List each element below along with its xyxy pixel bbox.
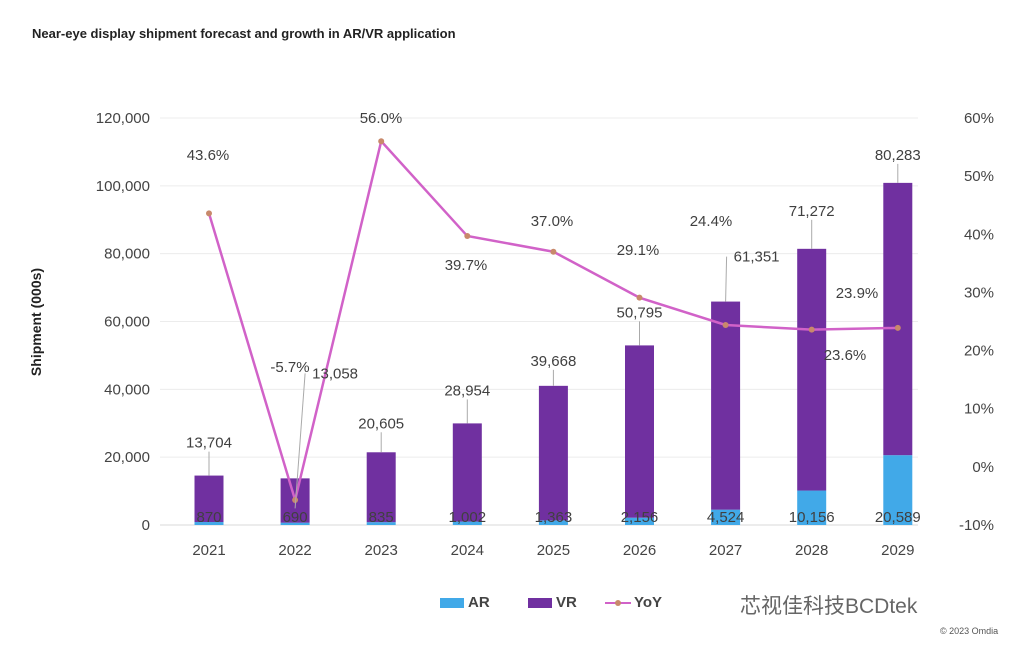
y2-tick-label: 20% xyxy=(964,343,994,360)
yoy-point xyxy=(636,294,643,301)
y-axis-title: Shipment (000s) xyxy=(28,268,44,376)
watermark: 芯视佳科技BCDtek xyxy=(740,595,918,618)
vr-data-label: 39,668 xyxy=(530,353,576,370)
x-tick-label: 2025 xyxy=(537,542,570,559)
y-tick-label: 40,000 xyxy=(104,381,150,398)
yoy-point xyxy=(894,324,901,331)
x-tick-label: 2021 xyxy=(192,542,225,559)
bar-ar xyxy=(452,521,482,525)
y2-tick-label: 40% xyxy=(964,226,994,243)
ar-data-label: 10,156 xyxy=(789,509,835,526)
yoy-point xyxy=(808,326,815,333)
y-tick-label: 20,000 xyxy=(104,449,150,466)
yoy-point xyxy=(464,233,471,240)
bar-ar xyxy=(797,490,827,525)
y-tick-label: 60,000 xyxy=(104,314,150,331)
legend-ar: AR xyxy=(440,594,490,611)
x-tick-label: 2022 xyxy=(278,542,311,559)
legend-yoy-label: YoY xyxy=(634,594,663,611)
legend-yoy: YoY xyxy=(605,594,662,611)
x-tick-label: 2026 xyxy=(623,542,656,559)
vr-label-leader xyxy=(294,373,306,509)
legend-vr: VR xyxy=(528,594,577,611)
bar-ar xyxy=(883,455,913,525)
chart-title: Near-eye display shipment forecast and g… xyxy=(32,26,456,41)
bar-ar xyxy=(280,522,310,525)
yoy-data-label: 23.9% xyxy=(836,285,879,302)
ar-data-label: 1,363 xyxy=(535,509,573,526)
yoy-point xyxy=(722,321,729,328)
bar-vr xyxy=(538,385,568,521)
yoy-data-label: 29.1% xyxy=(617,242,660,259)
yoy-data-label: 39.7% xyxy=(445,257,488,274)
ar-data-label: 835 xyxy=(369,509,394,526)
bar-vr xyxy=(625,345,654,518)
legend-vr-swatch xyxy=(528,597,552,608)
yoy-data-label: 43.6% xyxy=(187,147,230,164)
bar-ar xyxy=(366,522,396,525)
y2-tick-label: 0% xyxy=(972,459,994,476)
yoy-data-label: -5.7% xyxy=(270,359,309,376)
vr-label-leader xyxy=(725,256,728,302)
y2-tick-label: -10% xyxy=(959,517,994,534)
legend-yoy-swatch xyxy=(605,599,631,606)
y2-tick-label: 10% xyxy=(964,401,994,418)
vr-data-label: 71,272 xyxy=(789,203,835,220)
x-tick-label: 2027 xyxy=(709,542,742,559)
bar-vr xyxy=(883,182,913,456)
legend-ar-swatch xyxy=(440,597,464,608)
y2-tick-label: 50% xyxy=(964,168,994,185)
y-tick-label: 0 xyxy=(142,517,150,534)
x-tick-label: 2024 xyxy=(451,542,484,559)
bar-ar xyxy=(538,520,568,525)
yoy-point xyxy=(206,210,212,217)
vr-data-label: 80,283 xyxy=(875,147,921,164)
ar-data-label: 4,524 xyxy=(707,509,745,526)
bar-vr xyxy=(194,475,224,523)
y-tick-label: 120,000 xyxy=(96,110,150,127)
y2-tick-label: 30% xyxy=(964,284,994,301)
yoy-data-label: 56.0% xyxy=(360,110,403,127)
vr-data-label: 13,058 xyxy=(312,365,358,382)
ar-data-label: 690 xyxy=(283,509,308,526)
ar-data-label: 1,002 xyxy=(449,509,487,526)
vr-data-label: 28,954 xyxy=(444,382,490,399)
y-tick-label: 100,000 xyxy=(96,178,150,195)
x-tick-label: 2028 xyxy=(795,542,828,559)
yoy-data-label: 37.0% xyxy=(531,213,574,230)
copyright: © 2023 Omdia xyxy=(940,626,999,636)
x-tick-label: 2023 xyxy=(365,542,398,559)
ar-data-label: 2,156 xyxy=(621,509,659,526)
legend-ar-label: AR xyxy=(468,594,490,611)
yoy-point xyxy=(550,248,557,255)
bar-ar xyxy=(194,522,224,525)
vr-data-label: 13,704 xyxy=(186,435,232,452)
x-tick-label: 2029 xyxy=(881,542,914,559)
yoy-point xyxy=(378,138,385,145)
bar-ar xyxy=(711,509,741,525)
ar-data-label: 870 xyxy=(196,509,221,526)
ar-data-label: 20,589 xyxy=(875,509,921,526)
yoy-data-label: 24.4% xyxy=(690,213,733,230)
vr-data-label: 50,795 xyxy=(617,304,663,321)
bar-vr xyxy=(711,301,741,510)
bar-vr xyxy=(366,452,396,523)
yoy-data-label: 23.6% xyxy=(824,347,867,364)
yoy-point xyxy=(292,496,299,503)
vr-data-label: 61,351 xyxy=(734,249,780,266)
bar-ar xyxy=(625,517,654,525)
y-tick-label: 80,000 xyxy=(104,246,150,263)
y2-tick-label: 60% xyxy=(964,110,994,127)
legend-vr-label: VR xyxy=(556,594,577,611)
vr-data-label: 20,605 xyxy=(358,415,404,432)
bar-vr xyxy=(452,423,482,522)
bar-vr xyxy=(797,248,827,491)
